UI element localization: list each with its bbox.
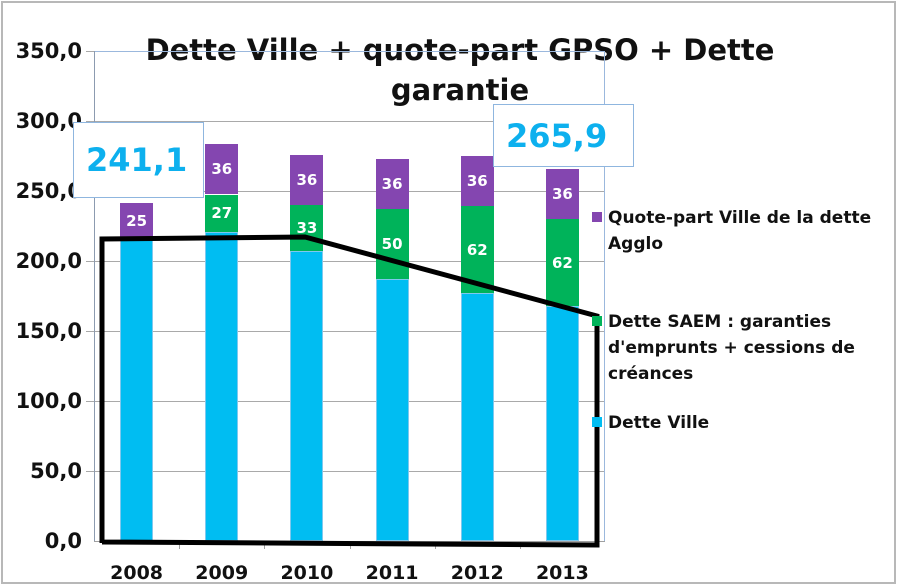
gridline [86,261,605,262]
y-tick-label: 150,0 [15,319,82,343]
x-tick-label: 2012 [450,562,504,584]
x-tick-label: 2009 [195,562,249,584]
gridline [86,331,605,332]
bar-segment-ville-2012 [460,293,494,541]
bar-segment-ville-2011 [375,279,409,541]
x-tick-mark [179,541,181,549]
y-tick-label: 300,0 [15,109,82,133]
x-tick-label: 2010 [280,562,334,584]
y-tick-label: 200,0 [15,249,82,273]
bar-segment-saem-2013: 62 [545,219,579,306]
legend-label-ville: Dette Ville [608,413,710,433]
legend-swatch-ville [592,417,602,427]
bar-segment-saem-2009: 27 [205,194,239,233]
bar-segment-saem-2011: 50 [375,209,409,280]
y-tick-label: 0,0 [44,529,82,553]
bar-segment-ville-2009 [205,232,239,541]
callout-2013-value: 265,9 [506,116,608,155]
bar-segment-agglo-2013: 36 [545,168,579,220]
gridline [86,471,605,472]
bar-segment-ville-2013 [545,305,579,541]
legend-item-ville: Dette Ville [592,410,888,436]
x-tick-label: 2008 [110,562,164,584]
legend-item-agglo: Quote-part Ville de la dette Agglo [592,205,888,257]
y-tick-label: 50,0 [30,459,82,483]
y-tick-label: 250,0 [15,179,82,203]
bar-segment-ville-2010 [290,251,324,541]
callout-2008-value: 241,1 [86,141,188,179]
legend-label-saem: Dette SAEM : garanties d'emprunts + cess… [608,312,855,384]
callout-2008-total: 241,1 [73,122,204,198]
bar-segment-ville-2008 [120,238,154,541]
bar-segment-agglo-2011: 36 [375,158,409,210]
bar-segment-saem-2010: 33 [290,205,324,252]
bar-segment-agglo-2010: 36 [290,154,324,205]
legend-label-agglo: Quote-part Ville de la dette Agglo [608,208,872,254]
x-tick-label: 2011 [365,562,419,584]
bar-segment-agglo-2009: 36 [205,144,239,195]
y-tick-label: 100,0 [15,389,82,413]
gridline [86,191,605,192]
x-tick-label: 2013 [535,562,589,584]
legend-swatch-saem [592,316,602,326]
gridline [86,121,605,122]
gridline [86,401,605,402]
y-axis [94,51,95,541]
callout-2013-total: 265,9 [493,104,634,167]
legend-swatch-agglo [592,212,602,222]
bar-segment-agglo-2008: 25 [120,203,154,239]
legend-item-saem: Dette SAEM : garanties d'emprunts + cess… [592,309,888,387]
y-tick-label: 350,0 [15,39,82,63]
chart-title-line-1: Dette Ville + quote-part GPSO + Dette ga… [145,33,775,107]
bar-segment-agglo-2012: 36 [460,156,494,207]
